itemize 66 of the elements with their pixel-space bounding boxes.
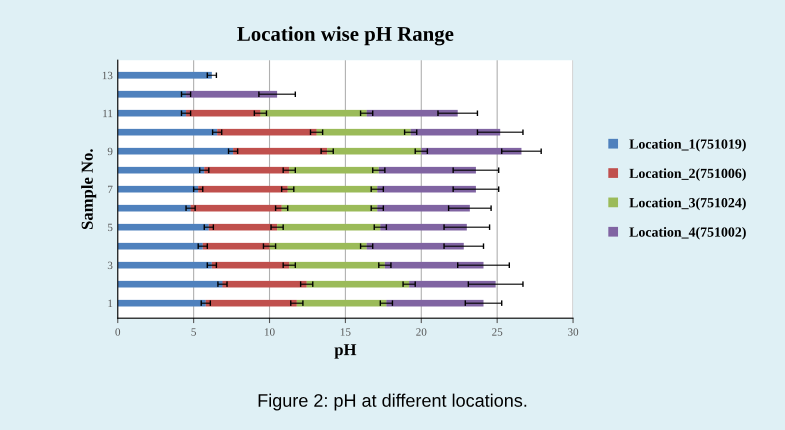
chart-title: Location wise pH Range — [237, 26, 454, 46]
y-tick-label: 5 — [108, 224, 112, 232]
bar — [282, 204, 378, 212]
bar — [384, 262, 484, 268]
bar — [386, 300, 484, 306]
bar — [377, 204, 470, 212]
bar — [204, 166, 290, 174]
bar — [118, 148, 234, 155]
bar — [327, 148, 422, 155]
legend-label: Location_4(751002) — [629, 226, 746, 240]
bar — [222, 280, 307, 288]
bar — [118, 224, 209, 231]
bar — [270, 242, 367, 250]
x-tick-label: 15 — [340, 328, 351, 336]
bar — [118, 166, 204, 174]
bar — [289, 262, 385, 268]
bar — [118, 204, 191, 212]
caption: Figure 2: pH at different locations. — [258, 394, 526, 410]
bar — [288, 186, 378, 193]
x-tick-label: 25 — [492, 328, 502, 336]
bar — [118, 128, 218, 136]
y-tick-label: 7 — [108, 186, 113, 194]
bar — [118, 280, 222, 288]
y-tick-label: 9 — [108, 148, 112, 156]
bar — [306, 280, 410, 288]
y-tick-label: 3 — [108, 262, 112, 270]
bar — [190, 204, 282, 212]
bar — [198, 186, 288, 193]
bar — [118, 300, 206, 306]
x-tick-label: 10 — [264, 328, 275, 336]
bar — [202, 242, 270, 250]
bar — [186, 110, 260, 117]
legend-label: Location_3(751024) — [629, 198, 746, 210]
bar — [409, 280, 496, 288]
bar — [118, 262, 212, 268]
x-tick-label: 5 — [192, 328, 196, 336]
bar — [260, 110, 367, 117]
bar — [186, 90, 278, 98]
x-axis-title: pH — [334, 344, 356, 359]
bar — [380, 224, 467, 231]
bar — [217, 128, 317, 136]
y-tick-label: 13 — [102, 72, 112, 80]
bar — [377, 186, 476, 193]
x-tick-label: 30 — [568, 328, 578, 336]
bar — [118, 72, 212, 79]
legend-label: Location_1(751019) — [629, 138, 746, 152]
bar — [316, 128, 411, 136]
bar — [233, 148, 328, 155]
y-tick-label: 1 — [108, 300, 112, 308]
bar — [118, 186, 198, 193]
bar — [289, 166, 379, 174]
bar — [296, 300, 386, 306]
bar — [421, 148, 522, 155]
bar — [212, 262, 290, 268]
bar — [118, 90, 186, 98]
y-axis-title: Sample No. — [81, 149, 96, 230]
bar — [118, 242, 203, 250]
legend-label: Location_2(751006) — [629, 168, 746, 181]
x-tick-label: 20 — [416, 328, 426, 336]
bar — [118, 110, 186, 117]
bar — [208, 224, 278, 231]
bar — [206, 300, 297, 306]
bar — [277, 224, 380, 231]
y-tick-label: 11 — [103, 110, 112, 118]
x-tick-label: 0 — [115, 328, 120, 336]
bar — [366, 242, 464, 250]
